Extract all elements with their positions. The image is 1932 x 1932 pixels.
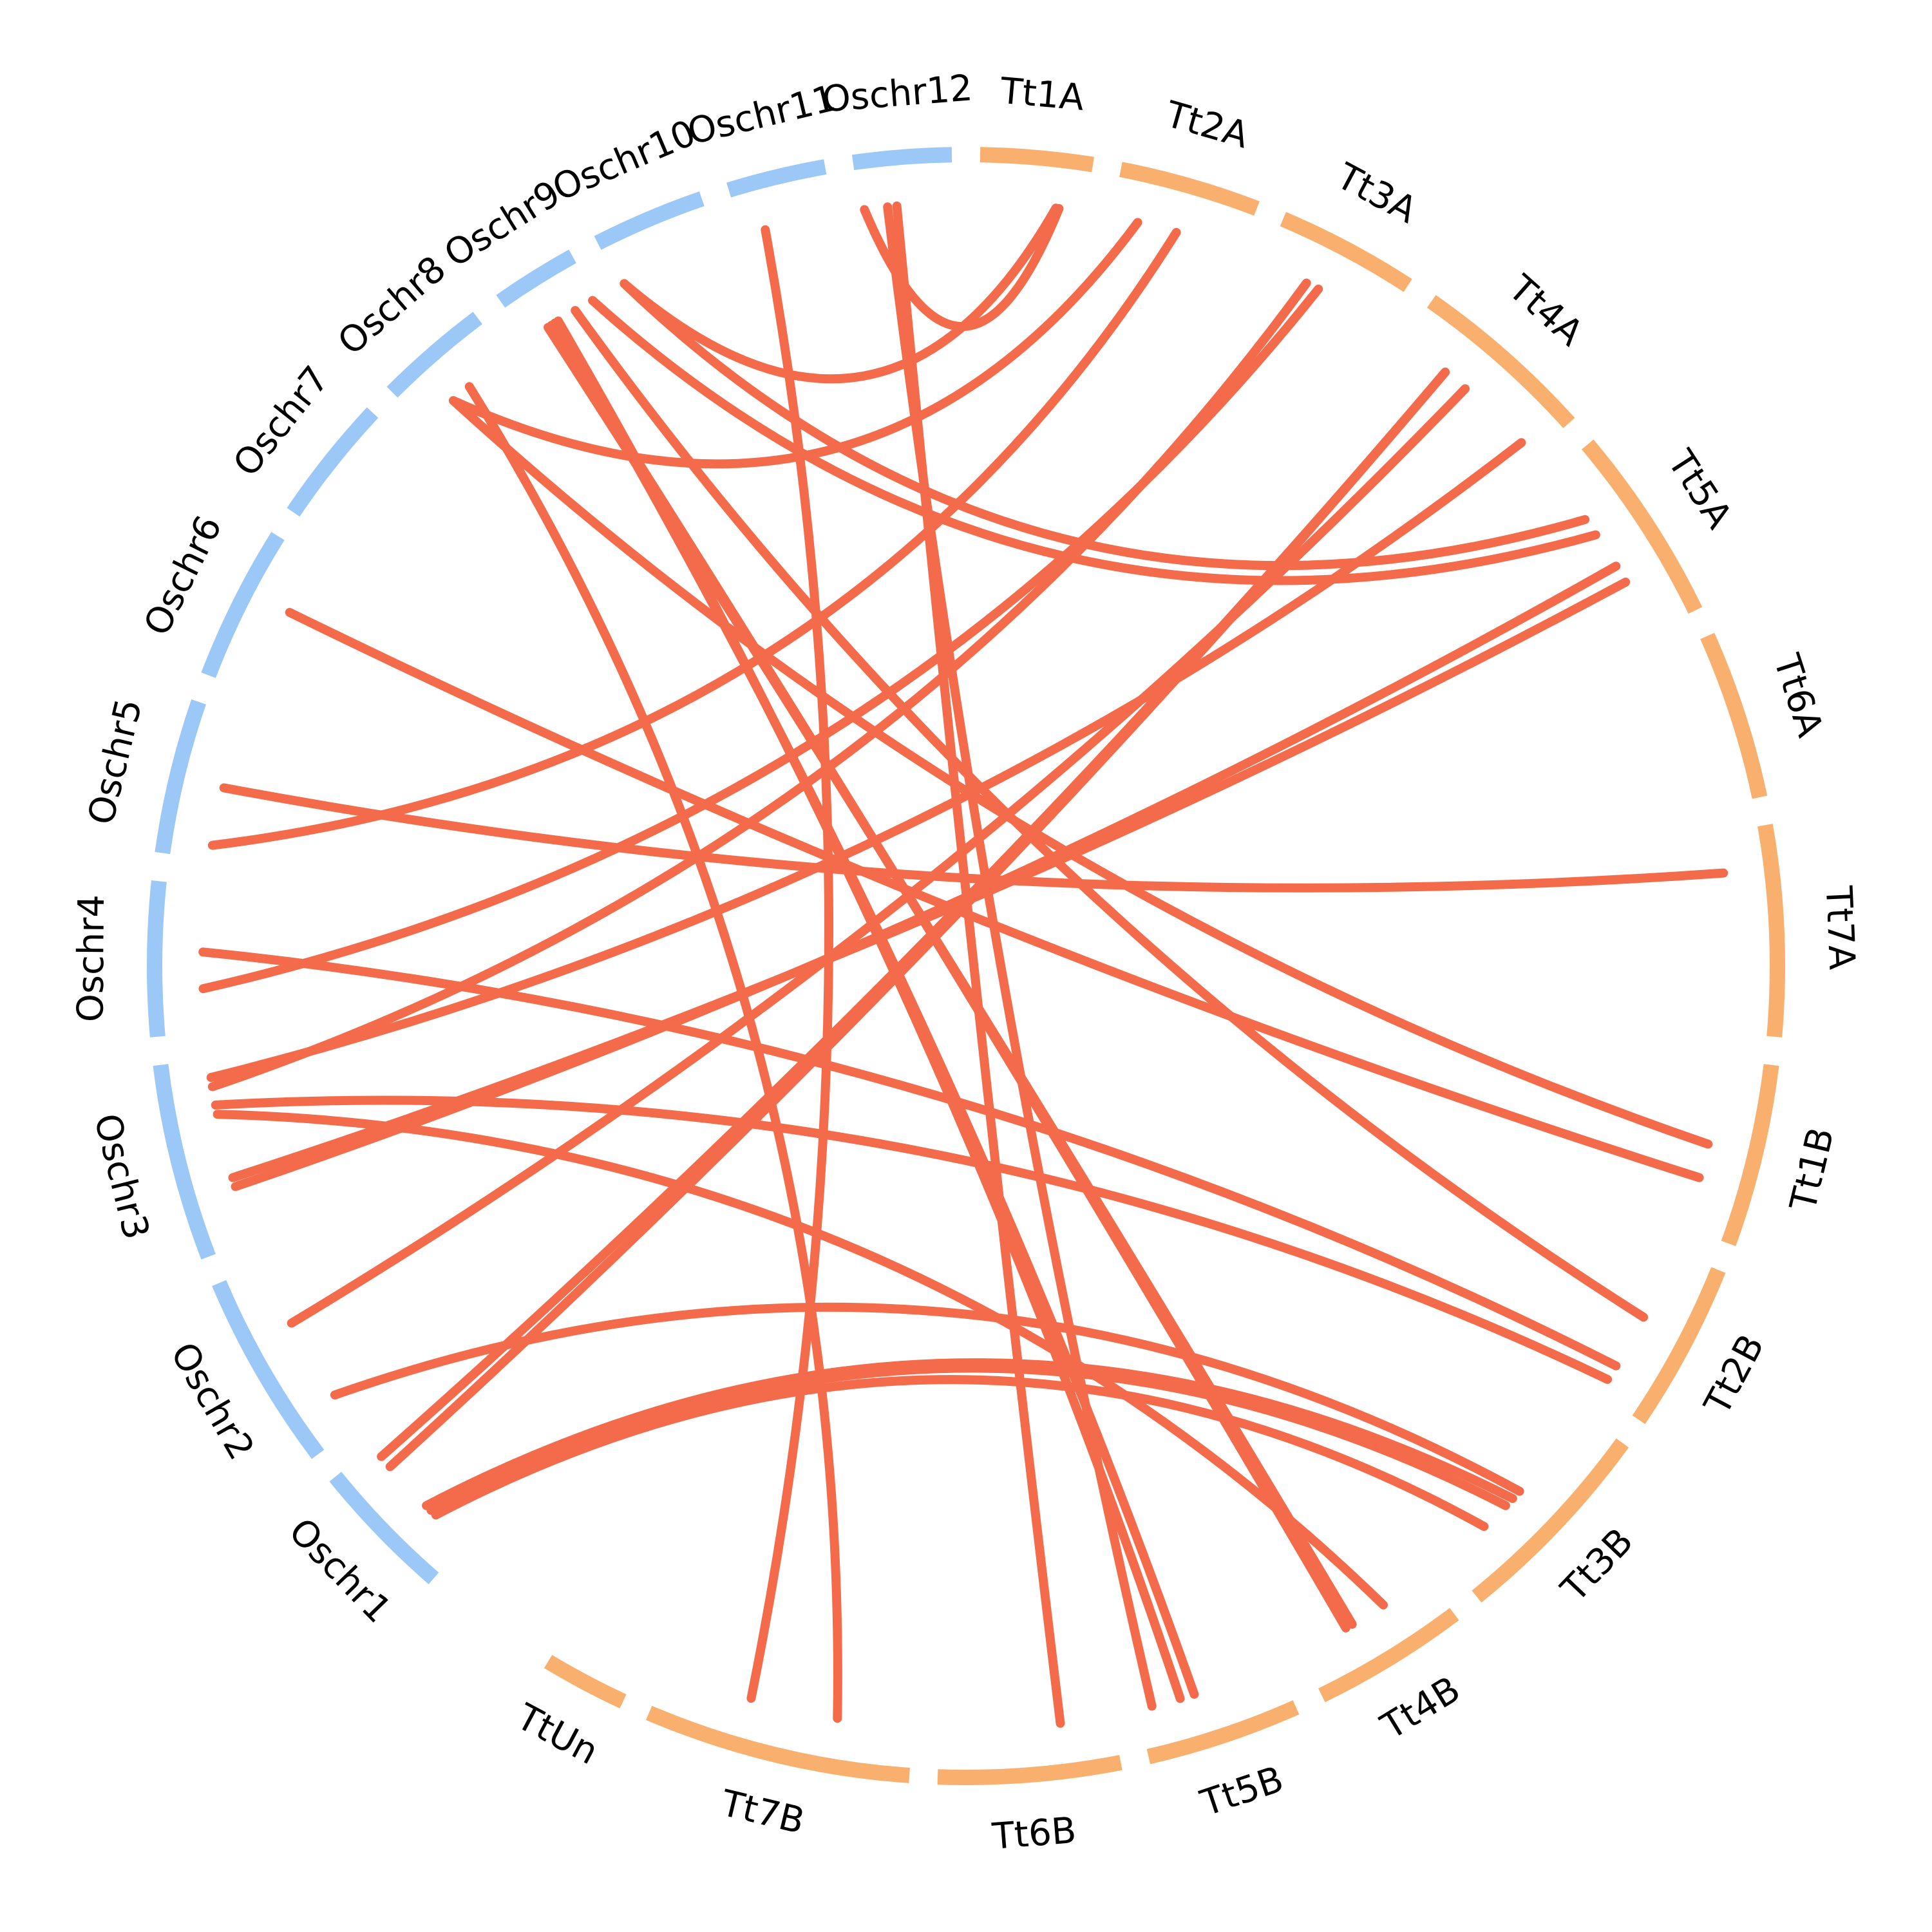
chromosome-label-tt7b: Tt7B bbox=[717, 1782, 809, 1842]
chromosome-label-tt3b: Tt3B bbox=[1553, 1520, 1641, 1611]
chromosome-arc-oschr11 bbox=[726, 159, 827, 198]
chromosome-arc-tt4a bbox=[1426, 295, 1575, 428]
chromosome-label-oschr4: Oschr4 bbox=[70, 895, 113, 1023]
synteny-links bbox=[198, 201, 1728, 1728]
synteny-link-oschr3-tt4b-24 bbox=[213, 1110, 1388, 1610]
chromosome-arc-tt2a bbox=[1119, 162, 1260, 216]
chromosome-label-tt2b: Tt2B bbox=[1696, 1328, 1773, 1422]
chromosome-arc-oschr7 bbox=[287, 407, 379, 517]
synteny-link-oschr1-tt3b-28 bbox=[431, 1375, 1489, 1531]
chromosome-label-oschr12: Oschr12 bbox=[820, 67, 974, 120]
chromosome-label-tt3a: Tt3A bbox=[1329, 155, 1423, 232]
chromosome-label-oschr5: Oschr5 bbox=[80, 695, 150, 829]
synteny-link-oschr11-tt7b-30 bbox=[746, 225, 833, 1703]
chromosome-label-oschr11: Oschr11 bbox=[684, 77, 840, 153]
synteny-link-oschr3-tt4a-9 bbox=[206, 438, 1526, 1083]
chromosome-arc-oschr9 bbox=[496, 249, 576, 308]
chromosome-arc-tt4b bbox=[1318, 1607, 1459, 1703]
synteny-link-oschr2-tt3b-25 bbox=[330, 1302, 1524, 1496]
chromosome-arc-ttun bbox=[544, 1654, 627, 1709]
chromosome-label-tt6b: Tt6B bbox=[990, 1810, 1078, 1858]
chromosome-label-oschr9: Oschr9 bbox=[437, 173, 568, 276]
synteny-link-oschr1-tt4a-11 bbox=[377, 367, 1450, 1461]
synteny-link-oschr5-tt7a-16 bbox=[219, 783, 1728, 893]
chromosome-arc-tt7b bbox=[646, 1705, 910, 1783]
chromosome-label-tt5b: Tt5B bbox=[1195, 1758, 1289, 1824]
chromosome-arcs bbox=[147, 147, 1786, 1785]
chromosome-arc-oschr10 bbox=[594, 191, 705, 250]
chromosome-label-tt1b: Tt1B bbox=[1782, 1124, 1842, 1216]
chromosome-arc-tt5a bbox=[1582, 439, 1703, 614]
chromosome-label-tt5a: Tt5A bbox=[1659, 442, 1740, 536]
chromosome-arc-tt7a bbox=[1757, 824, 1786, 1037]
chromosome-label-tt2a: Tt2A bbox=[1160, 93, 1253, 157]
synteny-link-oschr8-tt1b-14 bbox=[449, 396, 1713, 1149]
chromosome-label-oschr3: Oschr3 bbox=[86, 1110, 157, 1244]
chromosome-arc-tt6a bbox=[1700, 632, 1768, 799]
chromosome-labels: Oschr1Oschr2Oschr3Oschr4Oschr5Oschr6Osch… bbox=[70, 67, 1862, 1858]
synteny-link-oschr10-tt1a-1 bbox=[620, 204, 1061, 384]
synteny-link-oschr4-tt2b-17 bbox=[198, 947, 1621, 1370]
synteny-link-oschr8-tt7b-29 bbox=[464, 382, 842, 1723]
chromosome-arc-tt2b bbox=[1632, 1267, 1726, 1425]
chromosome-label-oschr6: Oschr6 bbox=[136, 509, 231, 642]
chromosome-label-tt4a: Tt4A bbox=[1500, 267, 1591, 355]
chromosome-label-tt1a: Tt1A bbox=[998, 70, 1086, 119]
chromosome-arc-oschr8 bbox=[386, 312, 482, 398]
synteny-link-oschr9-tt5a-6 bbox=[588, 296, 1600, 585]
chromosome-arc-oschr12 bbox=[851, 147, 952, 171]
synteny-link-oschr2-tt4a-10 bbox=[287, 384, 1470, 1328]
chromosome-arc-tt1b bbox=[1721, 1064, 1779, 1247]
synteny-link-oschr10-tt5a-5 bbox=[620, 279, 1590, 571]
synteny-link-oschr6-tt1b-15 bbox=[285, 608, 1704, 1182]
synteny-link-oschr3-tt2b-18 bbox=[211, 1095, 1613, 1384]
chromosome-arc-oschr5 bbox=[155, 699, 206, 855]
chromosome-arc-oschr4 bbox=[147, 880, 167, 1037]
chromosome-arc-oschr6 bbox=[201, 531, 285, 678]
chromosome-arc-tt1a bbox=[980, 147, 1094, 173]
chromosome-arc-oschr2 bbox=[212, 1280, 325, 1459]
synteny-link-oschr8-tt2a-2 bbox=[449, 218, 1142, 469]
synteny-link-oschr12-tt5b-32 bbox=[883, 202, 1157, 1711]
chromosome-label-tt7a: Tt7A bbox=[1817, 884, 1863, 971]
chromosome-arc-tt6b bbox=[937, 1755, 1122, 1785]
chromosome-label-oschr10: Oschr10 bbox=[547, 112, 702, 209]
synteny-link-oschr1-tt3b-27 bbox=[426, 1363, 1510, 1515]
chromosome-arc-oschr3 bbox=[153, 1064, 216, 1260]
chromosome-label-tt4b: Tt4B bbox=[1374, 1669, 1468, 1748]
synteny-link-oschr9-tt2b-19 bbox=[571, 306, 1649, 1322]
chromosome-arc-tt3a bbox=[1280, 212, 1412, 292]
synteny-link-oschr1-tt3b-26 bbox=[422, 1358, 1517, 1510]
chromosome-arc-tt3b bbox=[1472, 1438, 1629, 1603]
chromosome-label-tt6a: Tt6A bbox=[1765, 649, 1831, 742]
chromosome-arc-oschr1 bbox=[329, 1472, 439, 1584]
chromosome-arc-tt5b bbox=[1146, 1700, 1300, 1765]
chromosome-label-ttun: TtUn bbox=[509, 1696, 605, 1773]
